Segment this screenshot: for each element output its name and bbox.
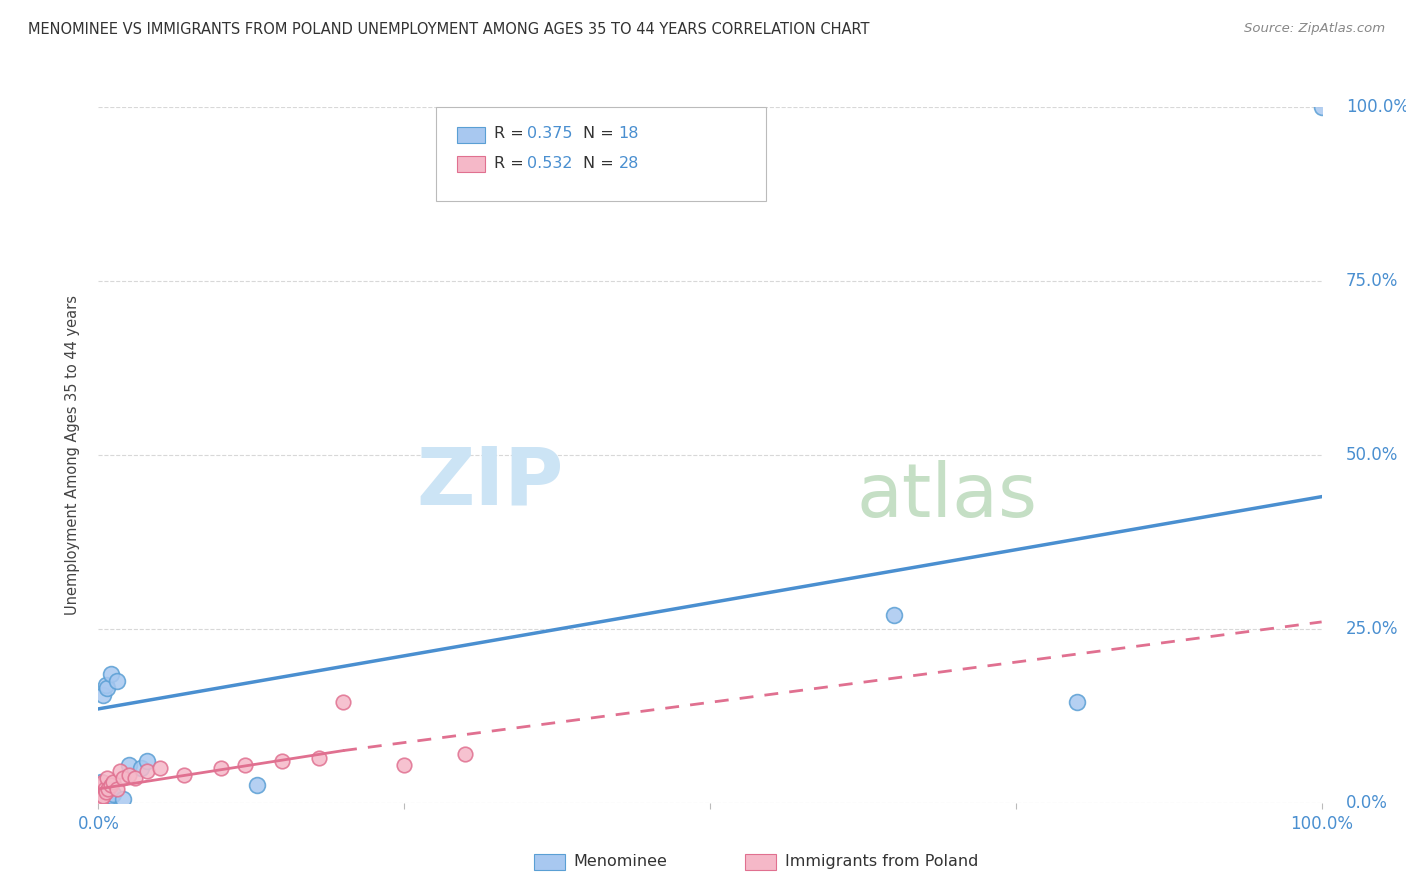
Point	[91, 775, 114, 789]
Point	[100, 667, 122, 681]
Text: Immigrants from Poland: Immigrants from Poland	[785, 855, 979, 869]
Point	[129, 761, 152, 775]
Text: N =: N =	[583, 156, 620, 170]
Point	[149, 761, 172, 775]
Point	[1066, 695, 1088, 709]
Point	[93, 792, 115, 806]
Text: 100.0%: 100.0%	[1346, 98, 1406, 116]
Point	[91, 688, 114, 702]
Point	[246, 778, 269, 792]
Text: Source: ZipAtlas.com: Source: ZipAtlas.com	[1244, 22, 1385, 36]
Point	[90, 785, 112, 799]
Text: R =: R =	[494, 156, 529, 170]
Point	[233, 757, 256, 772]
Point	[94, 677, 117, 691]
Text: R =: R =	[494, 127, 529, 141]
Text: 75.0%: 75.0%	[1346, 272, 1399, 290]
Point	[124, 772, 146, 786]
Text: 25.0%: 25.0%	[1346, 620, 1399, 638]
Text: 18: 18	[619, 127, 640, 141]
Text: 0.0%: 0.0%	[1346, 794, 1388, 812]
Point	[101, 788, 124, 802]
Text: Menominee: Menominee	[574, 855, 668, 869]
Point	[90, 775, 112, 789]
Point	[1310, 100, 1333, 114]
Point	[96, 681, 118, 695]
Point	[454, 747, 477, 761]
Point	[209, 761, 232, 775]
Point	[89, 781, 111, 796]
Point	[90, 792, 112, 806]
Text: ZIP: ZIP	[416, 443, 564, 522]
Y-axis label: Unemployment Among Ages 35 to 44 years: Unemployment Among Ages 35 to 44 years	[65, 295, 80, 615]
Text: 50.0%: 50.0%	[1346, 446, 1399, 464]
Point	[100, 789, 122, 803]
Point	[94, 785, 117, 799]
Text: MENOMINEE VS IMMIGRANTS FROM POLAND UNEMPLOYMENT AMONG AGES 35 TO 44 YEARS CORRE: MENOMINEE VS IMMIGRANTS FROM POLAND UNEM…	[28, 22, 870, 37]
Point	[173, 768, 195, 782]
Point	[97, 790, 120, 805]
Point	[308, 750, 330, 764]
Point	[110, 764, 132, 779]
Point	[270, 754, 294, 768]
Point	[111, 792, 134, 806]
Point	[100, 778, 122, 792]
Text: 0.375: 0.375	[527, 127, 572, 141]
Point	[105, 674, 128, 689]
Text: atlas: atlas	[856, 460, 1038, 533]
Point	[111, 772, 134, 786]
Point	[91, 778, 114, 792]
Point	[136, 754, 159, 768]
Text: 28: 28	[619, 156, 638, 170]
Point	[105, 781, 128, 796]
Text: 0.532: 0.532	[527, 156, 572, 170]
Point	[91, 789, 114, 803]
Point	[96, 772, 118, 786]
Point	[97, 781, 120, 796]
Point	[118, 757, 141, 772]
Point	[89, 789, 111, 803]
Point	[392, 757, 416, 772]
Point	[118, 768, 141, 782]
Point	[332, 695, 354, 709]
Point	[883, 607, 905, 622]
Point	[136, 764, 159, 779]
Point	[93, 781, 115, 796]
Text: N =: N =	[583, 127, 620, 141]
Point	[101, 775, 124, 789]
